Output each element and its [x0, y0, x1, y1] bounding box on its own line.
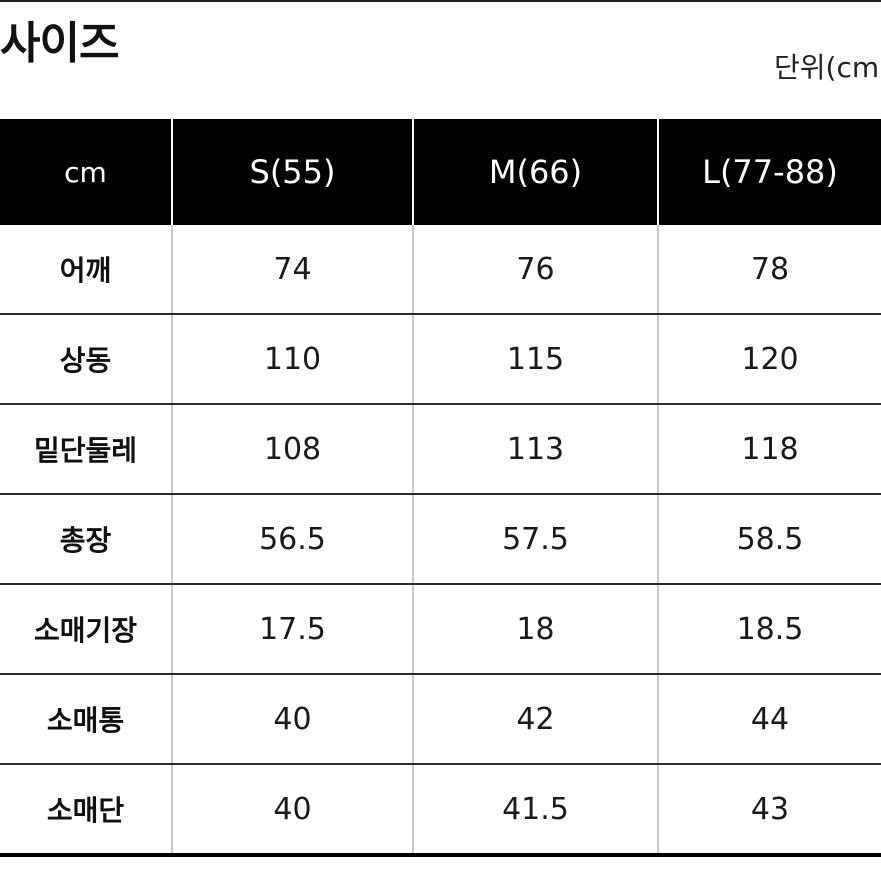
cell-value: 44 — [658, 674, 881, 765]
cell-value: 40 — [172, 764, 414, 857]
cell-value: 40 — [172, 674, 414, 765]
cell-value: 56.5 — [172, 494, 414, 585]
size-table: cm S(55) M(66) L(77-88) 어깨 74 76 78 상동 1… — [0, 119, 881, 857]
cell-value: 57.5 — [413, 494, 659, 585]
table-row: 총장 56.5 57.5 58.5 — [0, 494, 881, 585]
cell-value: 74 — [172, 225, 414, 315]
cell-value: 42 — [413, 674, 659, 765]
row-label: 어깨 — [0, 225, 173, 315]
table-row: 밑단둘레 108 113 118 — [0, 404, 881, 495]
table-row: 어깨 74 76 78 — [0, 225, 881, 315]
cell-value: 115 — [413, 314, 659, 405]
size-table-header: cm S(55) M(66) L(77-88) — [0, 119, 881, 225]
header-row: cm S(55) M(66) L(77-88) — [0, 119, 881, 225]
row-label: 밑단둘레 — [0, 404, 173, 495]
cell-value: 76 — [413, 225, 659, 315]
unit-label: 단위(cm — [774, 51, 880, 84]
top-rule — [0, 0, 881, 2]
cell-value: 108 — [172, 404, 414, 495]
cell-value: 18.5 — [658, 584, 881, 675]
cell-value: 41.5 — [413, 764, 659, 857]
header-size-m: M(66) — [413, 119, 659, 225]
table-row: 소매단 40 41.5 43 — [0, 764, 881, 857]
row-label: 소매통 — [0, 674, 173, 765]
cell-value: 43 — [658, 764, 881, 857]
cell-value: 120 — [658, 314, 881, 405]
header-unit: cm — [0, 119, 173, 225]
cell-value: 118 — [658, 404, 881, 495]
row-label: 상동 — [0, 314, 173, 405]
table-row: 소매통 40 42 44 — [0, 674, 881, 765]
cell-value: 78 — [658, 225, 881, 315]
page-title: 사이즈 — [0, 18, 119, 69]
table-row: 소매기장 17.5 18 18.5 — [0, 584, 881, 675]
row-label: 소매기장 — [0, 584, 173, 675]
cell-value: 110 — [172, 314, 414, 405]
table-row: 상동 110 115 120 — [0, 314, 881, 405]
header-size-s: S(55) — [172, 119, 414, 225]
cell-value: 17.5 — [172, 584, 414, 675]
cell-value: 58.5 — [658, 494, 881, 585]
size-table-body: 어깨 74 76 78 상동 110 115 120 밑단둘레 108 113 … — [0, 225, 881, 857]
cell-value: 18 — [413, 584, 659, 675]
cell-value: 113 — [413, 404, 659, 495]
row-label: 총장 — [0, 494, 173, 585]
header-size-l: L(77-88) — [658, 119, 881, 225]
row-label: 소매단 — [0, 764, 173, 857]
